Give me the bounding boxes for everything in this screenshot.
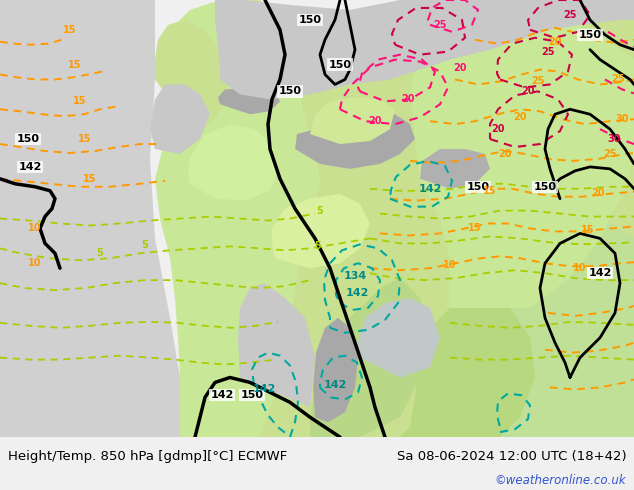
Text: 10: 10: [443, 260, 456, 270]
Text: 20: 20: [491, 124, 505, 134]
Text: 5: 5: [314, 242, 321, 251]
Text: 150: 150: [533, 182, 557, 192]
Text: 20: 20: [548, 37, 562, 47]
Text: 142: 142: [210, 391, 234, 400]
Text: 30: 30: [607, 134, 621, 144]
Text: 25: 25: [603, 149, 617, 159]
Polygon shape: [310, 278, 430, 437]
Text: 150: 150: [328, 60, 351, 70]
Text: 15: 15: [74, 97, 87, 106]
Polygon shape: [155, 0, 320, 437]
Polygon shape: [272, 194, 370, 268]
Text: 15: 15: [83, 174, 97, 184]
Polygon shape: [218, 87, 280, 114]
Text: 5: 5: [316, 206, 323, 216]
Text: 20: 20: [521, 86, 534, 97]
Text: 142: 142: [346, 288, 369, 298]
Polygon shape: [420, 149, 490, 189]
Text: 20: 20: [498, 149, 512, 159]
Text: 142: 142: [323, 380, 347, 391]
Text: 10: 10: [573, 263, 586, 273]
Polygon shape: [198, 308, 245, 388]
Polygon shape: [150, 84, 210, 154]
Text: 15: 15: [68, 60, 82, 70]
Text: 150: 150: [278, 86, 302, 97]
Text: 25: 25: [611, 74, 624, 84]
Text: 142: 142: [418, 184, 442, 194]
Text: 150: 150: [299, 15, 321, 25]
Polygon shape: [310, 98, 395, 144]
Text: 10: 10: [29, 258, 42, 268]
Text: 150: 150: [467, 182, 489, 192]
Text: 142: 142: [252, 384, 276, 394]
Polygon shape: [188, 124, 278, 201]
Text: 134: 134: [344, 271, 366, 281]
Polygon shape: [215, 0, 634, 99]
Polygon shape: [358, 298, 440, 377]
Polygon shape: [181, 335, 200, 363]
Text: 142: 142: [18, 162, 42, 172]
Polygon shape: [295, 114, 415, 169]
Text: 25: 25: [563, 10, 577, 20]
Text: 15: 15: [78, 134, 92, 144]
Polygon shape: [400, 298, 540, 437]
Text: Height/Temp. 850 hPa [gdmp][°C] ECMWF: Height/Temp. 850 hPa [gdmp][°C] ECMWF: [8, 450, 287, 464]
Text: 15: 15: [581, 225, 595, 236]
Text: 20: 20: [401, 95, 415, 104]
Text: 25: 25: [531, 76, 545, 86]
Text: 150: 150: [240, 391, 264, 400]
Text: 20: 20: [368, 116, 382, 126]
Polygon shape: [155, 20, 230, 129]
Polygon shape: [500, 219, 634, 437]
Text: ©weatheronline.co.uk: ©weatheronline.co.uk: [495, 474, 626, 488]
Polygon shape: [313, 318, 358, 422]
Text: Sa 08-06-2024 12:00 UTC (18+42): Sa 08-06-2024 12:00 UTC (18+42): [397, 450, 626, 464]
Text: 10: 10: [29, 223, 42, 233]
Text: 20: 20: [453, 63, 467, 73]
Text: 25: 25: [541, 47, 555, 57]
Text: 5: 5: [96, 248, 103, 258]
Polygon shape: [0, 0, 180, 437]
Text: 5: 5: [141, 241, 148, 250]
Text: 15: 15: [63, 25, 77, 35]
Text: 20: 20: [514, 112, 527, 122]
Polygon shape: [410, 0, 634, 308]
Text: 15: 15: [469, 223, 482, 233]
Polygon shape: [238, 283, 315, 407]
Text: 30: 30: [615, 114, 629, 124]
Text: 150: 150: [578, 30, 602, 40]
Text: 25: 25: [433, 20, 447, 30]
Text: 142: 142: [588, 268, 612, 278]
Text: 15: 15: [483, 186, 497, 196]
Text: 20: 20: [592, 188, 605, 197]
Text: 150: 150: [16, 134, 39, 144]
Polygon shape: [260, 0, 634, 437]
